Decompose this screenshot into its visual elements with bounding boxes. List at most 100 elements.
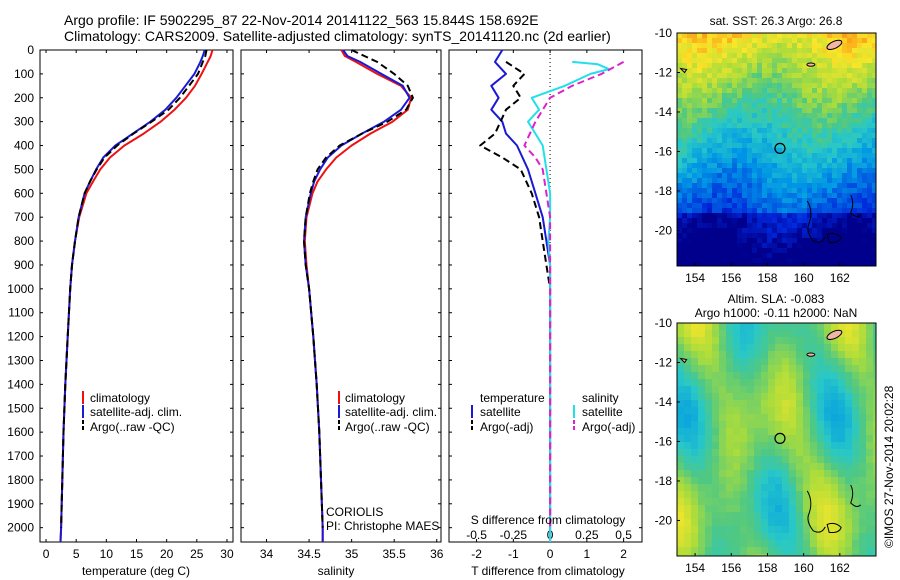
map-cell	[752, 58, 758, 64]
map-cell	[691, 540, 699, 548]
map-cell	[727, 168, 733, 174]
map-cell	[692, 93, 698, 99]
map-cell	[822, 78, 828, 84]
map-cell	[754, 365, 762, 373]
map-cell	[824, 393, 832, 401]
map-cell	[873, 407, 876, 415]
map-cell	[859, 505, 867, 513]
map-cell	[705, 547, 713, 555]
map-cell	[789, 498, 797, 506]
map-cell	[775, 386, 783, 394]
map-cell	[866, 540, 874, 548]
map-cell	[867, 68, 873, 74]
map-cell	[847, 33, 853, 39]
map-cell	[692, 178, 698, 184]
map-cell	[722, 43, 728, 49]
map-cell	[742, 43, 748, 49]
map-cell	[697, 208, 703, 214]
map-cell	[824, 323, 832, 331]
map-cell	[852, 442, 860, 450]
map-cell	[691, 449, 699, 457]
map-cell	[684, 344, 692, 352]
map-cell	[866, 456, 874, 464]
map-cell	[692, 68, 698, 74]
map-cell	[847, 108, 853, 114]
map-cell	[757, 103, 763, 109]
map-cell	[810, 463, 818, 471]
map-cell	[803, 540, 811, 548]
map-cell	[719, 400, 727, 408]
map-cell	[866, 428, 874, 436]
map-cell	[682, 38, 688, 44]
map-cell	[862, 143, 868, 149]
map-cell	[822, 233, 828, 239]
s-difference-axis-label: S difference from climatology	[471, 513, 626, 527]
map-cell	[859, 470, 867, 478]
map-cell	[702, 68, 708, 74]
map-cell	[822, 153, 828, 159]
map-cell	[707, 103, 713, 109]
legend-label-climatology: climatology	[90, 391, 150, 405]
map-cell	[792, 263, 798, 266]
map-cell	[702, 173, 708, 179]
map-cell	[807, 53, 813, 59]
map-cell	[697, 233, 703, 239]
map-cell	[837, 223, 843, 229]
map-cell	[732, 233, 738, 239]
map-cell	[677, 484, 685, 492]
sst-map: 154 156 158 160 162-10-12-14-16-18-20	[655, 26, 877, 285]
map-cell	[687, 123, 693, 129]
map-cell	[772, 188, 778, 194]
map-cell	[712, 193, 718, 199]
map-cell	[697, 88, 703, 94]
map-cell	[691, 400, 699, 408]
map-cell	[772, 223, 778, 229]
map-cell	[782, 253, 788, 259]
map-cell	[697, 153, 703, 159]
map-cell	[677, 533, 685, 541]
map-cell	[707, 93, 713, 99]
map-cell	[802, 188, 808, 194]
map-cell	[803, 470, 811, 478]
map-cell	[722, 53, 728, 59]
map-cell	[777, 108, 783, 114]
map-cell	[726, 491, 734, 499]
map-cell	[832, 73, 838, 79]
map-cell	[754, 505, 762, 513]
map-cell	[812, 48, 818, 54]
map-cell	[852, 386, 860, 394]
map-cell	[719, 533, 727, 541]
map-cell	[832, 98, 838, 104]
map-cell	[742, 163, 748, 169]
map-cell	[719, 526, 727, 534]
map-cell	[852, 158, 858, 164]
map-cell	[872, 258, 876, 264]
map-cell	[831, 414, 839, 422]
map-cell	[767, 213, 773, 219]
map-cell	[712, 491, 720, 499]
legend-title-salinity: salinity	[582, 391, 619, 405]
map-cell	[747, 93, 753, 99]
map-cell	[837, 158, 843, 164]
reef-outline	[806, 490, 826, 533]
map-cell	[812, 158, 818, 164]
map-cell	[733, 470, 741, 478]
map-cell	[733, 491, 741, 499]
map-cell	[867, 253, 873, 259]
map-cell	[719, 365, 727, 373]
map-cell	[777, 53, 783, 59]
map-cell	[677, 143, 683, 149]
map-cell	[782, 158, 788, 164]
map-cell	[822, 108, 828, 114]
map-cell	[747, 143, 753, 149]
map-cell	[761, 491, 769, 499]
map-cell	[782, 108, 788, 114]
map-cell	[862, 128, 868, 134]
map-cell	[757, 113, 763, 119]
map-cell	[712, 456, 720, 464]
map-cell	[817, 173, 823, 179]
map-cell	[707, 253, 713, 259]
map-cell	[726, 435, 734, 443]
map-cell	[707, 208, 713, 214]
map-cell	[817, 505, 825, 513]
